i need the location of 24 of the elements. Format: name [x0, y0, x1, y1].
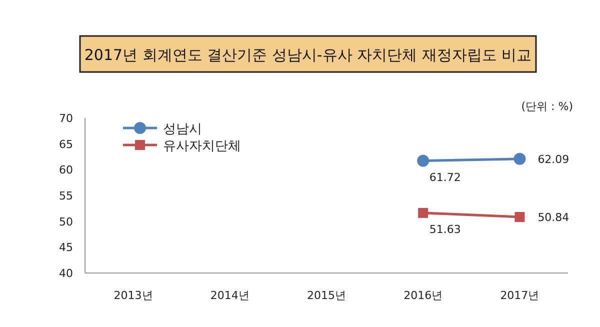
y-tick-label: 45: [59, 241, 73, 254]
data-label: 50.84: [538, 210, 570, 224]
legend-label: 성남시: [163, 122, 202, 137]
y-tick-label: 70: [59, 112, 73, 125]
text: (단위 : %): [521, 100, 573, 113]
data-label: 51.63: [429, 222, 461, 236]
y-tick-label: 40: [59, 267, 73, 280]
x-tick-label: 2016년: [404, 289, 443, 302]
y-tick-label: 60: [59, 164, 73, 177]
point: [418, 208, 428, 218]
chart-title: 2017년 회계연도 결산기준 성남시-유사 자치단체 재정자립도 비교: [84, 46, 532, 64]
y-tick-label: 65: [59, 138, 73, 151]
y-tick-label: 50: [59, 215, 73, 228]
point: [417, 154, 430, 167]
y-tick-label: 55: [59, 190, 73, 202]
point: [514, 212, 525, 222]
x-tick-label: 2015년: [307, 289, 346, 302]
x-tick-label: 2013년: [114, 289, 153, 302]
x-tick-label: 2017년: [500, 289, 540, 302]
x-tick-label: 2014년: [210, 289, 250, 302]
data-label: 62.09: [538, 152, 570, 166]
legend-label: 유사자치단체: [163, 139, 241, 154]
data-label: 61.72: [429, 170, 461, 184]
point: [514, 152, 526, 165]
